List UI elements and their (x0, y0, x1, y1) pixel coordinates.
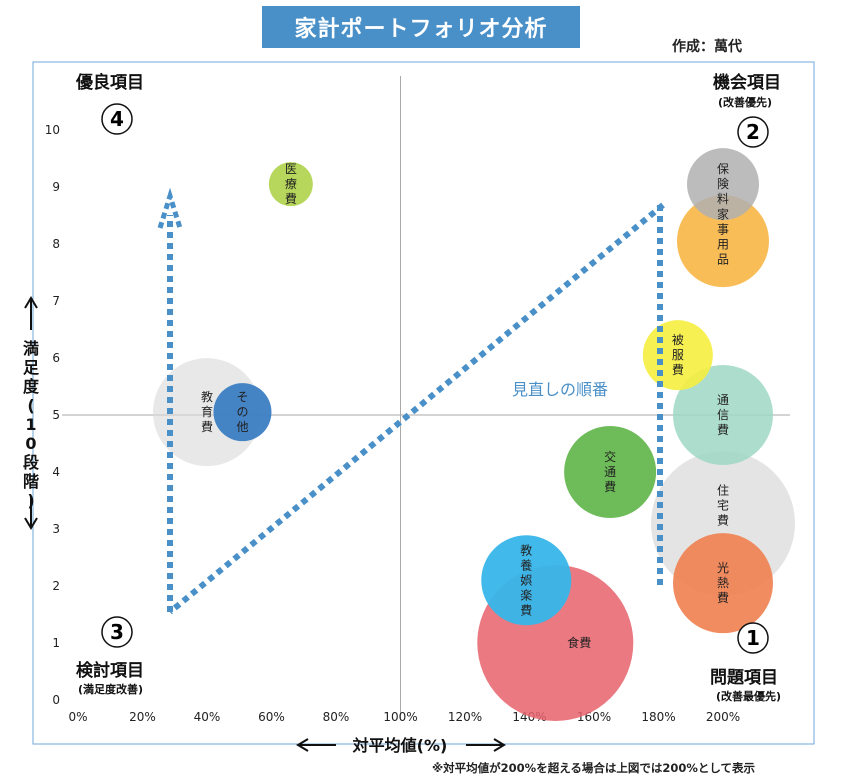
quadrant-top-right-sub: (改善優先) (718, 95, 772, 109)
quadrant-bottom-left-title: 検討項目 (76, 660, 144, 681)
x-tick-label: 180% (641, 710, 675, 724)
y-tick-label: 1 (52, 636, 60, 650)
bubble-label: 教育費 (201, 389, 213, 434)
y-tick-label: 5 (52, 408, 60, 422)
bubble-label: 食費 (567, 635, 591, 650)
bubble (677, 195, 769, 288)
y-tick-label: 2 (52, 579, 60, 593)
page-title: 家計ポートフォリオ分析 (262, 6, 580, 48)
bubble (481, 535, 572, 626)
quadrant-bottom-right-sub: (改善最優先) (716, 689, 781, 703)
x-tick-label: 80% (323, 710, 350, 724)
review-path-diagonal (168, 202, 665, 615)
y-tick-label: 3 (52, 522, 60, 536)
bubble-label: 家事用品 (717, 207, 729, 267)
plot-frame (32, 61, 815, 745)
bubble-label: 光熱費 (717, 561, 729, 605)
x-axis-label: 対平均値(%) (352, 736, 448, 755)
bubble (673, 533, 773, 634)
bubble-label: 被服費 (672, 333, 684, 377)
bubble (268, 162, 313, 207)
x-tick-label: 40% (194, 710, 221, 724)
y-tick-label: 0 (52, 693, 60, 707)
bubble (213, 383, 272, 442)
quadrant-bottom-right-title: 問題項目 (710, 668, 778, 688)
author-label: 作成：萬代 (672, 39, 742, 55)
x-tick-label: 100% (383, 710, 417, 724)
quadrant-top-left-number-circle (101, 103, 133, 135)
quadrant-top-right-number: 2 (746, 120, 760, 144)
quadrant-bottom-left-number-circle (101, 616, 133, 648)
bubble-label: 住宅費 (717, 483, 729, 527)
quadrant-top-left-title: 優良項目 (75, 72, 144, 93)
y-tick-label: 7 (52, 294, 60, 308)
quadrant-top-left-number: 4 (110, 107, 124, 131)
x-tick-label: 0% (68, 710, 87, 724)
bubble (673, 365, 773, 465)
y-tick-label: 10 (45, 123, 60, 137)
x-tick-label: 60% (258, 710, 285, 724)
bubble-label: 教養娯楽費 (520, 542, 532, 617)
bubble (687, 148, 759, 221)
quadrant-bottom-left-number: 3 (110, 620, 124, 644)
x-tick-label: 120% (448, 710, 482, 724)
bubble-label: 医療費 (285, 162, 297, 206)
y-tick-label: 8 (52, 237, 60, 251)
bubble-label: 通信費 (717, 393, 729, 437)
review-order-label: 見直しの順番 (512, 380, 608, 399)
quadrant-bottom-left-sub: (満足度改善) (78, 682, 143, 696)
bubble-label: その他 (236, 390, 248, 434)
quadrant-top-right-number-circle (737, 116, 769, 148)
bubble-label: 保険料 (717, 162, 729, 206)
review-arrow-head (157, 187, 183, 229)
x-axis-label-group: 対平均値(%) (296, 736, 506, 755)
footnote: ※対平均値が200%を超える場合は上図では200%として表示 (432, 761, 756, 775)
y-tick-label: 4 (52, 465, 60, 479)
y-tick-label: 6 (52, 351, 60, 365)
quadrant-bottom-right-number-circle (737, 622, 769, 654)
bubble-label: 交通費 (604, 449, 616, 494)
x-tick-label: 20% (129, 710, 156, 724)
quadrant-bottom-right-number: 1 (746, 626, 760, 650)
quadrant-top-right-title: 機会項目 (713, 72, 781, 93)
y-tick-label: 9 (52, 180, 60, 194)
bubble (564, 426, 657, 518)
x-tick-label: 200% (706, 710, 740, 724)
